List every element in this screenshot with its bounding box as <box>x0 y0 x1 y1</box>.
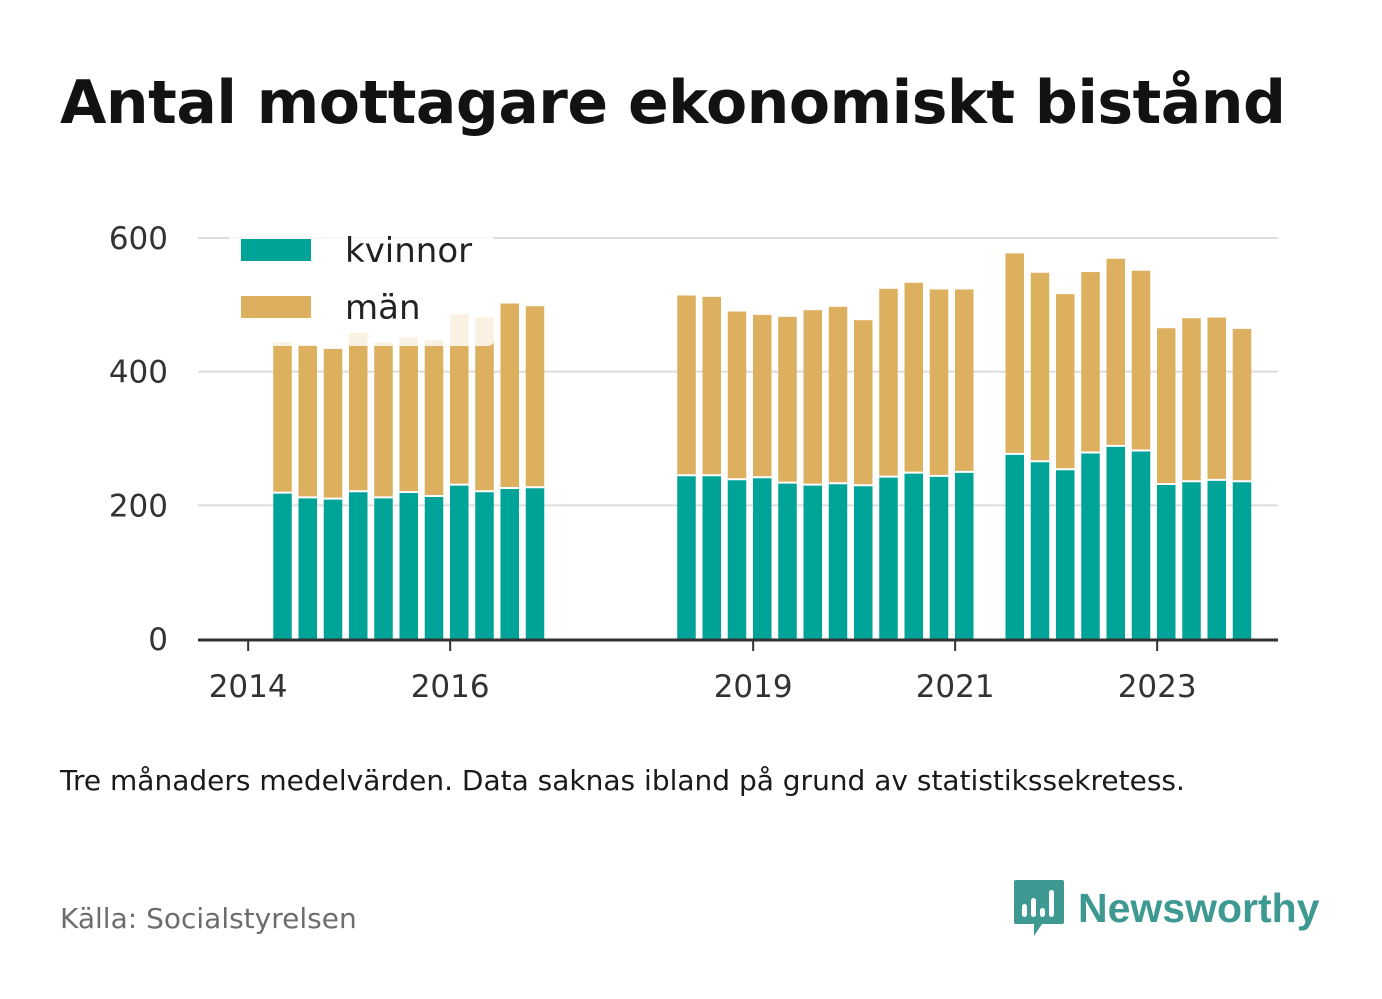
bar-man <box>1030 272 1050 462</box>
bar-man <box>1207 317 1226 480</box>
bar-man <box>298 344 317 498</box>
bar-kvinnor <box>803 484 822 639</box>
x-tick-label: 2019 <box>714 669 793 705</box>
bar-kvinnor <box>1106 445 1125 639</box>
bar-kvinnor <box>1232 481 1252 639</box>
x-tick-label: 2023 <box>1118 669 1197 705</box>
bar-kvinnor <box>929 475 949 639</box>
stacked-bar-chart: 0 200 400 600 2014 2016 2019 2021 2023 kvinnor mä… <box>109 221 1278 705</box>
bar-kvinnor <box>273 492 292 639</box>
bar-man <box>374 342 393 498</box>
chart-title: Antal mottagare ekonomiskt bistånd <box>60 68 1286 138</box>
legend-swatch <box>241 296 311 318</box>
bar-man <box>424 340 444 496</box>
bar-kvinnor <box>349 491 368 639</box>
bar-man <box>525 306 545 488</box>
chart-caption: Tre månaders medelvärden. Data saknas ib… <box>60 764 1185 797</box>
legend: kvinnor män <box>229 226 494 346</box>
legend-swatch <box>241 239 311 261</box>
bar-man <box>1005 253 1024 454</box>
bar-kvinnor <box>904 472 923 639</box>
newsworthy-logo-icon <box>1014 880 1064 936</box>
bar-kvinnor <box>828 483 848 639</box>
bar-kvinnor <box>450 484 469 639</box>
bar-kvinnor <box>1182 481 1201 639</box>
bar-man <box>702 296 721 476</box>
bar-man <box>273 342 292 493</box>
bar-man <box>1131 270 1151 451</box>
bar-man <box>955 289 974 472</box>
bar-kvinnor <box>1056 469 1075 639</box>
bar-kvinnor <box>854 485 873 639</box>
bar-kvinnor <box>727 479 747 639</box>
bar-man <box>727 311 747 480</box>
bar-man <box>1106 258 1125 446</box>
bar-man <box>323 348 343 499</box>
source-note: Källa: Socialstyrelsen <box>60 902 357 935</box>
bar-man <box>778 316 797 483</box>
bar-kvinnor <box>955 471 974 639</box>
bar-man <box>349 332 368 492</box>
bar-man <box>1081 272 1100 453</box>
bar-kvinnor <box>424 495 444 639</box>
bar-kvinnor <box>753 477 772 639</box>
bar-kvinnor <box>374 497 393 639</box>
bars-layer <box>273 253 1252 639</box>
bar-man <box>399 337 418 492</box>
bar-kvinnor <box>1131 450 1151 639</box>
axis-layer: 0 200 400 600 2014 2016 2019 2021 2023 <box>109 221 1278 705</box>
bar-man <box>879 288 898 477</box>
bar-man <box>475 317 494 492</box>
bar-man <box>1157 328 1176 484</box>
x-tick-label: 2021 <box>916 669 995 705</box>
bar-kvinnor <box>677 475 696 639</box>
bar-man <box>1182 318 1201 482</box>
brand-name: Newsworthy <box>1078 884 1320 931</box>
bar-kvinnor <box>1157 483 1176 639</box>
bar-man <box>1232 328 1252 482</box>
bar-kvinnor <box>399 491 418 639</box>
y-tick-label: 400 <box>109 355 168 391</box>
bar-man <box>450 314 469 485</box>
x-tick-label: 2016 <box>411 669 490 705</box>
bar-kvinnor <box>879 476 898 639</box>
bar-kvinnor <box>323 498 343 639</box>
legend-label: kvinnor <box>345 231 472 271</box>
bar-man <box>500 303 519 488</box>
bar-kvinnor <box>475 491 494 639</box>
bar-kvinnor <box>298 497 317 639</box>
y-tick-label: 0 <box>148 622 168 658</box>
bar-kvinnor <box>1005 453 1024 639</box>
bar-kvinnor <box>525 487 545 639</box>
brand-logo[interactable]: Newsworthy <box>1012 878 1320 938</box>
bar-man <box>803 310 822 485</box>
bar-kvinnor <box>1207 479 1226 639</box>
bar-kvinnor <box>1030 461 1050 639</box>
bar-man <box>1056 294 1075 470</box>
bar-man <box>753 314 772 478</box>
bar-kvinnor <box>778 482 797 639</box>
bar-kvinnor <box>702 475 721 639</box>
legend-label: män <box>345 288 421 328</box>
x-tick-label: 2014 <box>209 669 288 705</box>
bar-man <box>854 320 873 486</box>
bar-kvinnor <box>500 487 519 639</box>
bar-kvinnor <box>1081 452 1100 639</box>
bar-man <box>929 289 949 476</box>
bar-man <box>904 282 923 473</box>
y-tick-label: 200 <box>109 488 168 524</box>
bar-man <box>677 295 696 476</box>
bar-man <box>828 306 848 484</box>
y-tick-label: 600 <box>109 221 168 257</box>
